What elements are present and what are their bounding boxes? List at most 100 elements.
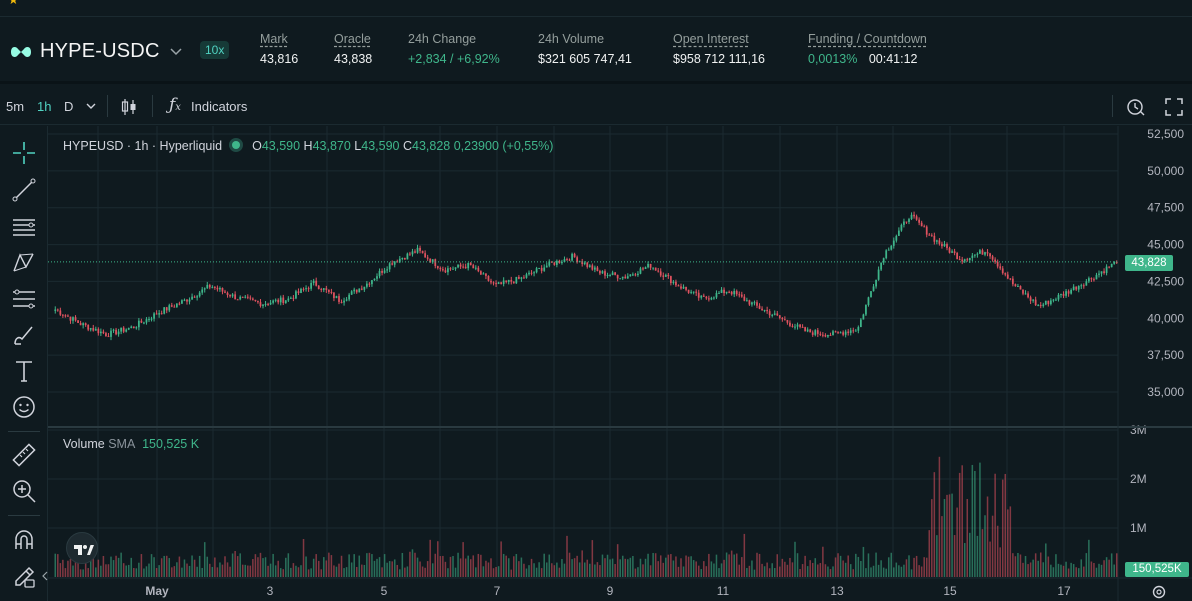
candle-body bbox=[1044, 300, 1047, 305]
low-value: 43,590 bbox=[361, 139, 400, 153]
volume-bar bbox=[801, 564, 804, 577]
mark-label[interactable]: Mark bbox=[260, 32, 288, 46]
candle-body bbox=[930, 235, 933, 237]
volume-bar bbox=[317, 560, 320, 577]
candle-body bbox=[188, 299, 191, 302]
crosshair-icon[interactable] bbox=[11, 140, 37, 166]
candle-body bbox=[239, 296, 242, 300]
volume-bar bbox=[1090, 561, 1093, 577]
pair-selector[interactable]: HYPE-USDC bbox=[10, 40, 182, 63]
candle-body bbox=[981, 250, 984, 255]
volume-bar bbox=[1001, 479, 1004, 577]
candle-body bbox=[426, 257, 429, 259]
volume-bar bbox=[510, 569, 513, 577]
volume-bar bbox=[604, 558, 606, 577]
volume-bar bbox=[325, 560, 328, 577]
candle-body bbox=[79, 322, 82, 326]
interval-d[interactable]: D bbox=[64, 99, 74, 114]
settings-gear-icon[interactable] bbox=[1151, 584, 1167, 600]
volume-bar bbox=[665, 557, 667, 577]
volume-bar bbox=[1014, 556, 1017, 577]
oracle-label[interactable]: Oracle bbox=[334, 32, 371, 46]
candle-body bbox=[186, 299, 188, 302]
candle-body bbox=[692, 291, 695, 293]
volume-bar bbox=[302, 539, 305, 577]
magnet-icon[interactable] bbox=[11, 527, 37, 553]
candle-body bbox=[421, 250, 424, 254]
volume-bar bbox=[796, 553, 799, 577]
fullscreen-icon[interactable] bbox=[1165, 98, 1183, 116]
volume-bar bbox=[475, 567, 477, 577]
volume-bar bbox=[155, 568, 158, 577]
pattern-icon[interactable] bbox=[11, 250, 37, 276]
candle-body bbox=[315, 280, 318, 286]
favorite-star-icon[interactable]: ★ bbox=[8, 0, 19, 7]
open-interest-label[interactable]: Open Interest bbox=[673, 32, 749, 46]
candle-body bbox=[170, 305, 173, 307]
volume-bar bbox=[695, 561, 697, 577]
volume-bar bbox=[404, 567, 406, 577]
candle-body bbox=[274, 299, 277, 301]
volume-bar bbox=[401, 552, 404, 577]
horizontal-lines-icon[interactable] bbox=[11, 214, 37, 240]
lock-draw-icon[interactable] bbox=[11, 563, 37, 589]
fib-icon[interactable] bbox=[11, 286, 37, 312]
volume-bar bbox=[806, 566, 809, 577]
text-icon[interactable] bbox=[11, 358, 37, 384]
candle-body bbox=[393, 261, 396, 265]
emoji-icon[interactable] bbox=[11, 394, 37, 420]
tools-divider bbox=[8, 515, 40, 516]
interval-chevron-down-icon[interactable] bbox=[86, 103, 96, 110]
candle-body bbox=[918, 219, 921, 223]
volume-bar bbox=[480, 554, 482, 577]
trend-line-icon[interactable] bbox=[11, 177, 37, 203]
alert-clock-icon[interactable] bbox=[1126, 97, 1146, 117]
volume-bar bbox=[981, 529, 984, 577]
volume-legend-label[interactable]: Volume bbox=[63, 437, 105, 451]
volume-bar bbox=[416, 557, 419, 577]
interval-1h[interactable]: 1h bbox=[37, 99, 52, 114]
candle-body bbox=[1067, 291, 1070, 294]
candle-body bbox=[880, 262, 883, 270]
candle-body bbox=[259, 302, 262, 307]
price-chart[interactable]: 52,500 50,000 47,500 45,000 42,500 40,000 37,5… bbox=[48, 126, 1192, 601]
symbol-label[interactable]: HYPEUSD · 1h · Hyperliquid bbox=[63, 139, 223, 153]
volume-bar bbox=[969, 532, 971, 577]
candle-body bbox=[773, 313, 776, 315]
volume-bar bbox=[89, 557, 92, 577]
candle-body bbox=[431, 259, 434, 263]
candle-body bbox=[1105, 266, 1108, 273]
interval-5m[interactable]: 5m bbox=[6, 99, 25, 114]
candle-body bbox=[854, 330, 857, 332]
tradingview-logo[interactable] bbox=[66, 532, 98, 564]
funding-label[interactable]: Funding / Countdown bbox=[808, 32, 927, 46]
collapse-toolbar-chevron-icon[interactable] bbox=[42, 571, 48, 581]
candles-icon[interactable] bbox=[120, 98, 138, 116]
candle-body bbox=[363, 286, 366, 290]
leverage-badge[interactable]: 10x bbox=[200, 41, 230, 59]
volume-bar bbox=[340, 555, 343, 577]
volume-bar bbox=[589, 563, 591, 577]
candle-body bbox=[865, 305, 867, 315]
candle-body bbox=[1065, 291, 1067, 296]
fx-icon[interactable]: ƒx bbox=[169, 95, 181, 115]
candle-body bbox=[1052, 299, 1055, 301]
candle-body bbox=[768, 311, 771, 316]
candle-body bbox=[994, 259, 997, 262]
candle-body bbox=[330, 291, 333, 293]
candle-body bbox=[789, 322, 791, 326]
volume-bar bbox=[1004, 473, 1007, 577]
candle-body bbox=[657, 270, 660, 272]
candle-body bbox=[867, 297, 870, 306]
volume-bar bbox=[323, 557, 325, 577]
volume-bar bbox=[188, 565, 191, 577]
zoom-in-icon[interactable] bbox=[11, 478, 37, 504]
candle-body bbox=[424, 253, 427, 258]
brush-icon[interactable] bbox=[11, 322, 37, 348]
volume-bar bbox=[388, 561, 391, 577]
volume-bar bbox=[591, 540, 594, 577]
volume-bar bbox=[799, 568, 801, 577]
volume-bar bbox=[64, 568, 67, 577]
ruler-icon[interactable] bbox=[11, 442, 37, 468]
indicators-button[interactable]: Indicators bbox=[191, 99, 248, 114]
